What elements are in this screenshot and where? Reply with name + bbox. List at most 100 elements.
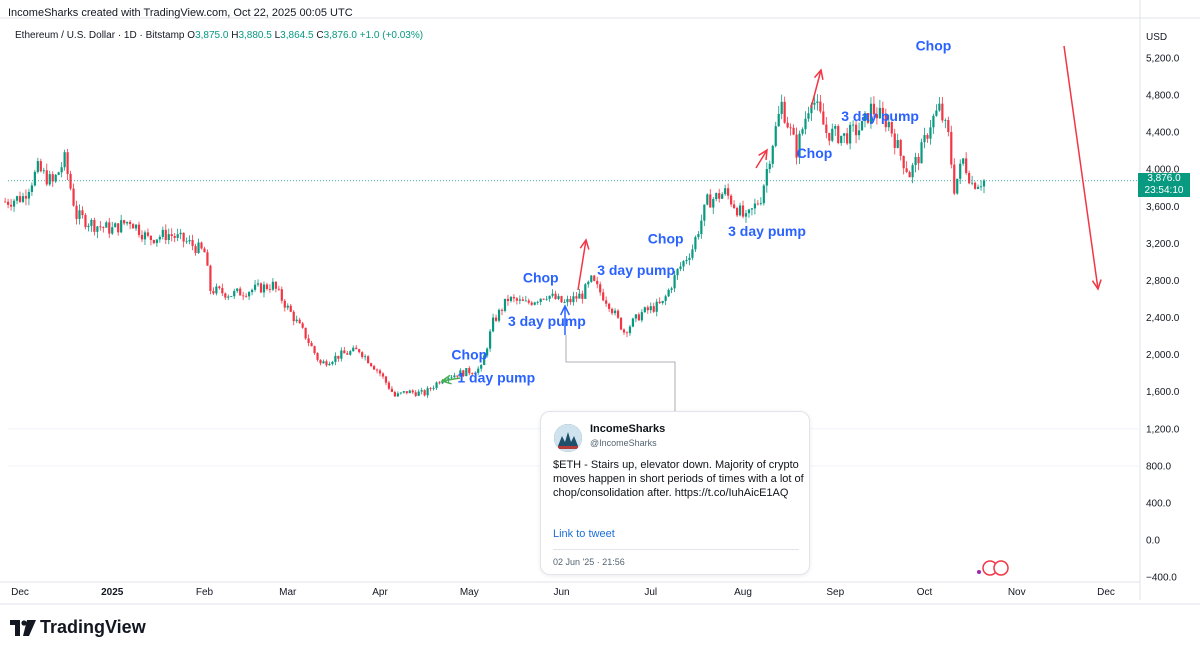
candle-body — [491, 317, 495, 332]
x-tick-label: Nov — [1008, 587, 1026, 598]
chart-header: IncomeSharks created with TradingView.co… — [8, 7, 353, 19]
candle-body — [959, 163, 962, 179]
tradingview-brand[interactable]: TradingView — [10, 617, 146, 638]
candle-body — [369, 363, 373, 367]
candle-body — [765, 169, 768, 186]
candle-body — [804, 118, 807, 130]
candle-body — [917, 157, 920, 164]
candle-body — [968, 173, 971, 184]
candle-body — [111, 227, 114, 234]
candle-body — [759, 203, 762, 204]
candle-body — [408, 390, 411, 394]
event-dot-icon — [977, 570, 981, 574]
candle-body — [545, 298, 548, 300]
candle-body — [732, 204, 736, 208]
candle-body — [658, 301, 661, 304]
candle-body — [875, 114, 878, 119]
tweet-divider — [553, 549, 799, 550]
candle-body — [789, 127, 792, 129]
candle-body — [161, 229, 164, 237]
candle-body — [245, 295, 248, 297]
candle-body — [727, 188, 730, 196]
candle-body — [185, 241, 188, 243]
candle-body — [709, 194, 712, 208]
candle-body — [712, 199, 715, 208]
symbol-name: Ethereum / U.S. Dollar · 1D · Bitstamp — [15, 30, 185, 41]
candle-body — [319, 359, 322, 364]
candle-body — [274, 281, 277, 289]
candle-body — [718, 193, 721, 199]
blue-pointer-arrow-head — [559, 304, 571, 316]
candle-body — [411, 390, 414, 393]
candle-body — [810, 104, 813, 114]
candle-body — [209, 265, 212, 291]
candle-body — [554, 293, 557, 299]
candle-body — [962, 158, 965, 164]
candle-body — [735, 207, 739, 216]
candle-body — [9, 204, 13, 207]
candle-body — [99, 226, 102, 228]
tweet-card[interactable]: IncomeSharks @IncomeSharks $ETH - Stairs… — [540, 411, 810, 575]
candle-body — [816, 101, 819, 103]
candle-body — [703, 204, 706, 221]
x-tick-label: Dec — [11, 587, 29, 598]
high-value: 3,880.5 — [238, 30, 272, 41]
candle-body — [188, 240, 191, 242]
candle-body — [301, 323, 304, 328]
candle-body — [328, 363, 331, 366]
candle-body — [786, 122, 789, 128]
candle-body — [599, 284, 602, 293]
green-pointer-arrow-shaft — [441, 377, 461, 382]
candle-body — [738, 205, 742, 216]
pump-arrow-late-aug-shaft — [810, 69, 822, 109]
candle-body — [265, 284, 269, 289]
y-tick-label: 2,800.0 — [1146, 276, 1180, 287]
tweet-author-handle: @IncomeSharks — [590, 438, 657, 448]
candle-body — [218, 286, 221, 289]
candle-body — [310, 343, 313, 347]
candle-body — [593, 275, 596, 281]
symbol-legend: Ethereum / U.S. Dollar · 1D · Bitstamp O… — [15, 30, 423, 41]
tweet-link[interactable]: Link to tweet — [553, 528, 615, 540]
candle-body — [182, 232, 185, 242]
candle-body — [887, 121, 890, 128]
low-key: L — [274, 30, 281, 41]
candle-body — [610, 308, 614, 314]
chart-annotation: 3 day pump — [597, 262, 675, 278]
candle-body — [289, 305, 292, 312]
candle-body — [441, 380, 444, 384]
candle-body — [164, 229, 167, 240]
brand-name: TradingView — [40, 617, 146, 637]
candle-body — [468, 368, 471, 374]
candle-body — [527, 300, 530, 303]
x-tick-label: Sep — [826, 587, 844, 598]
candle-body — [364, 356, 367, 358]
y-tick-label: 5,200.0 — [1146, 54, 1180, 65]
candle-body — [414, 392, 417, 396]
candle-body — [854, 124, 858, 136]
candle-body — [337, 355, 340, 359]
candle-body — [673, 275, 676, 289]
candle-body — [230, 296, 233, 298]
candle-body — [953, 164, 956, 194]
candle-body — [152, 239, 155, 244]
candle-body — [361, 352, 364, 358]
candle-body — [227, 296, 230, 298]
candle-body — [613, 310, 617, 314]
candle-body — [271, 281, 275, 290]
candle-body — [462, 370, 465, 377]
candle-body — [372, 366, 376, 370]
candle-body — [628, 326, 632, 334]
candle-body — [584, 284, 587, 299]
candle-body — [724, 188, 727, 195]
candle-body — [352, 347, 355, 352]
candle-body — [146, 232, 150, 236]
candle-body — [331, 361, 334, 364]
y-tick-label: 800.0 — [1146, 461, 1171, 472]
candle-body — [679, 266, 682, 269]
candle-body — [503, 298, 507, 311]
candle-body — [134, 224, 138, 229]
y-tick-label: −400.0 — [1146, 573, 1177, 584]
candle-body — [622, 329, 626, 333]
